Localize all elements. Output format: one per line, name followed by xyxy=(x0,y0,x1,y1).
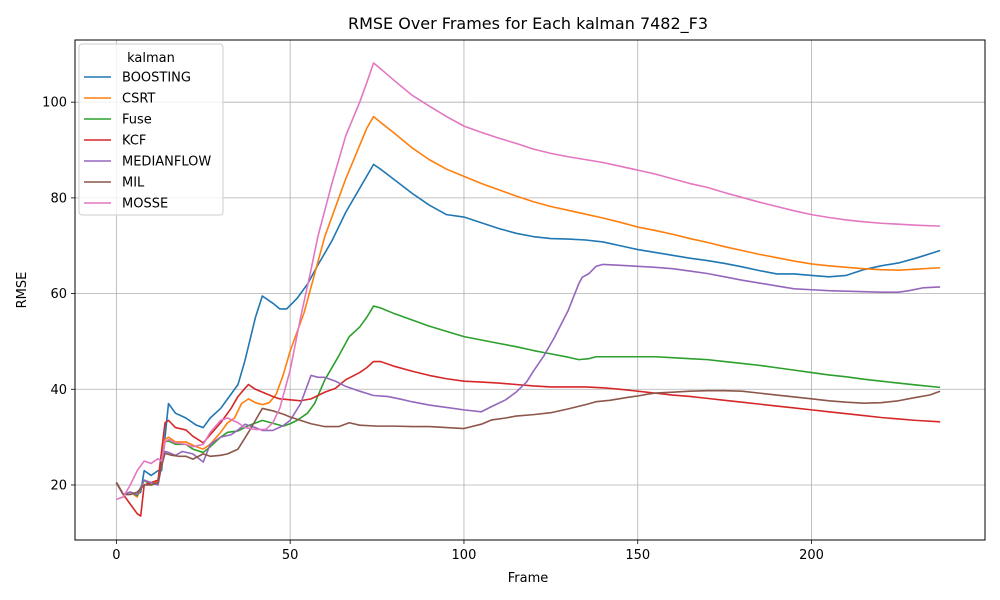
x-axis-label: Frame xyxy=(508,571,549,586)
legend-title: kalman xyxy=(127,51,175,66)
series-line-kcf xyxy=(115,360,941,517)
series-line-mosse xyxy=(116,62,941,501)
x-tick-label: 50 xyxy=(282,548,299,563)
series-line-mil xyxy=(115,389,941,496)
legend-label: MIL xyxy=(122,176,145,191)
legend-label: Fuse xyxy=(122,113,152,128)
series-layer xyxy=(115,62,941,517)
y-axis-label: RMSE xyxy=(15,272,30,309)
legend-label: CSRT xyxy=(122,92,155,107)
y-tick-label: 20 xyxy=(50,478,67,493)
series-line-medianflow xyxy=(115,263,941,496)
legend-box xyxy=(78,43,224,216)
x-tick-label: 150 xyxy=(625,548,650,563)
x-tick-label: 200 xyxy=(799,548,824,563)
plot-frame xyxy=(74,39,986,541)
chart-title: RMSE Over Frames for Each kalman 7482_F3 xyxy=(348,14,708,34)
legend-label: MOSSE xyxy=(122,197,168,212)
y-tick-label: 80 xyxy=(50,191,67,206)
grid xyxy=(75,40,985,540)
x-ticks: 0 50 100 150 200 xyxy=(112,540,824,563)
legend-label: MEDIANFLOW xyxy=(122,155,211,170)
y-tick-label: 100 xyxy=(42,96,67,111)
series-line-boosting xyxy=(115,163,941,496)
y-tick-label: 40 xyxy=(50,383,67,398)
legend: kalman BOOSTING CSRT Fuse KCF MEDIANFLOW MIL MO… xyxy=(78,43,224,216)
y-ticks: 20 40 60 80 100 xyxy=(42,96,75,493)
series-line-csrt xyxy=(115,115,941,498)
y-tick-label: 60 xyxy=(50,287,67,302)
legend-label: BOOSTING xyxy=(122,71,191,86)
x-tick-label: 0 xyxy=(112,548,120,563)
x-tick-label: 100 xyxy=(452,548,477,563)
legend-label: KCF xyxy=(122,134,146,149)
